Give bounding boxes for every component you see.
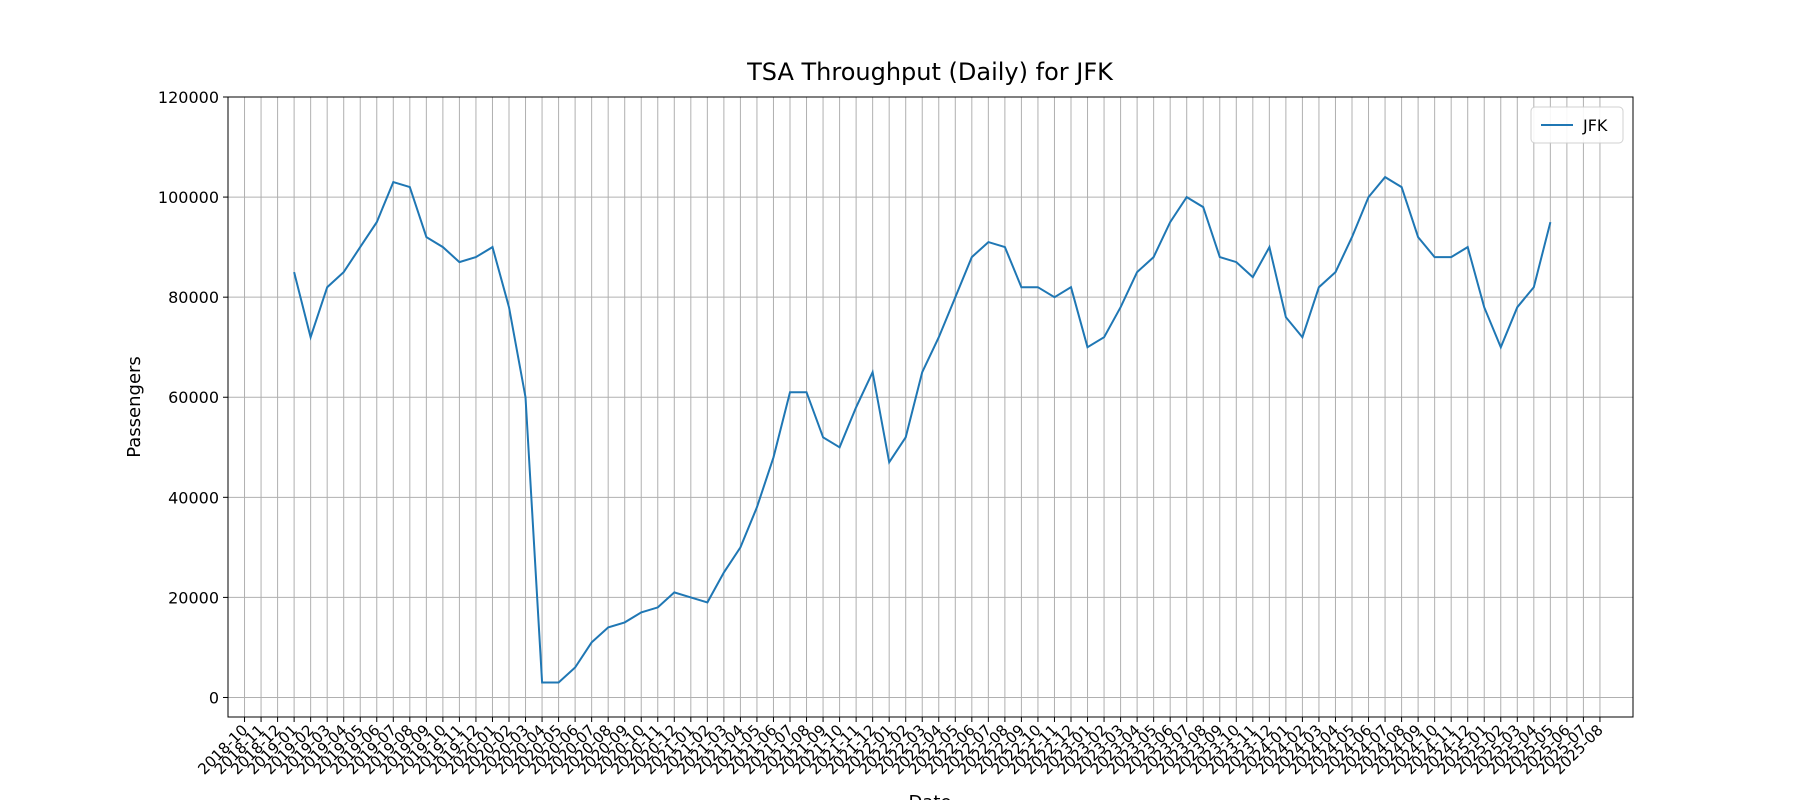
y-tick-label: 100000 xyxy=(158,188,219,207)
x-axis-label: Date xyxy=(908,792,951,800)
y-axis-label: Passengers xyxy=(124,356,145,458)
plot-frame xyxy=(227,96,1634,718)
data-line xyxy=(293,175,1552,684)
y-tick-label: 60000 xyxy=(168,388,219,407)
y-tick-label: 120000 xyxy=(158,88,219,107)
legend-label: JFK xyxy=(1582,116,1608,135)
chart-title: TSA Throughput (Daily) for JFK xyxy=(746,58,1114,86)
y-tick-label: 80000 xyxy=(168,288,219,307)
legend-box xyxy=(1530,106,1624,144)
y-tick-label: 20000 xyxy=(168,588,219,607)
y-tick-label: 0 xyxy=(209,688,219,707)
y-tick-label: 40000 xyxy=(168,488,219,507)
